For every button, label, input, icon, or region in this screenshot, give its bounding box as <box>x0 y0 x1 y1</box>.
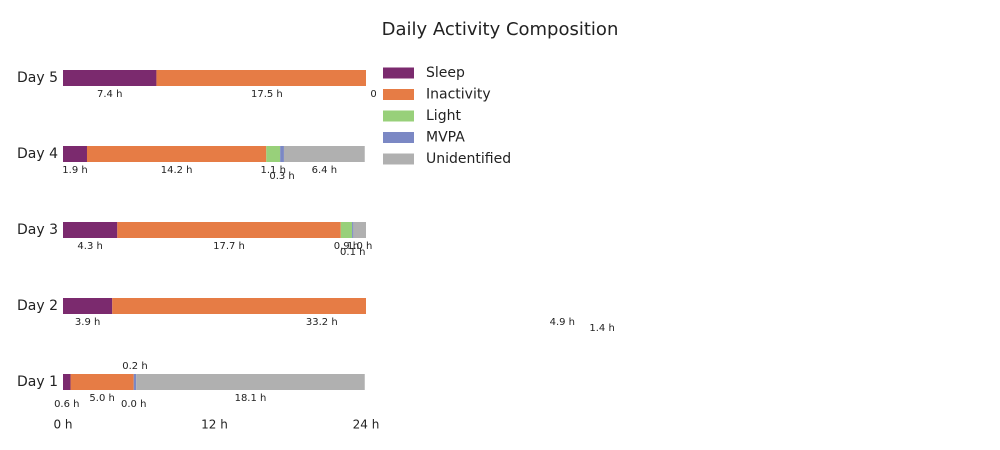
y-tick-label: Day 5 <box>17 70 58 86</box>
bar-segment <box>283 146 365 162</box>
y-tick-label: Day 2 <box>17 298 58 314</box>
bar-segment <box>352 222 354 238</box>
bar-segment <box>136 374 365 390</box>
value-label: 1.4 h <box>589 323 614 334</box>
value-label: 0.2 h <box>122 361 147 372</box>
legend-label: Unidentified <box>426 151 511 167</box>
bar-segment <box>593 298 611 314</box>
value-label: 7.4 h <box>97 89 122 100</box>
value-label: 1.0 h <box>347 241 372 252</box>
chart-title: Daily Activity Composition <box>382 19 619 40</box>
value-label: 0.3 h <box>269 171 294 182</box>
value-label: 5.0 h <box>89 393 114 404</box>
bar-segment <box>63 146 87 162</box>
legend-swatch <box>383 132 414 143</box>
legend-label: MVPA <box>426 130 465 146</box>
legend-swatch <box>383 110 414 122</box>
value-label: 14.2 h <box>161 165 193 176</box>
legend-swatch <box>383 89 414 100</box>
value-label: 0.9 h <box>334 241 359 252</box>
value-label: 6.4 h <box>312 165 337 176</box>
value-label: 17.5 h <box>251 89 283 100</box>
bar-segment <box>531 298 593 314</box>
legend-label: Light <box>426 108 461 124</box>
bar-segment <box>340 222 353 238</box>
bar-segment <box>70 374 134 390</box>
y-tick-label: Day 4 <box>17 146 58 162</box>
bar-segment <box>63 222 118 238</box>
bar-segment <box>156 70 366 86</box>
value-label: 1.9 h <box>62 165 87 176</box>
value-label: 33.2 h <box>306 317 338 328</box>
value-label: 17.7 h <box>213 241 245 252</box>
value-label: 0.0 h <box>121 399 146 410</box>
legend: Sleep Inactivity Light MVPA Unidentified <box>376 60 511 172</box>
x-tick-label: 0 h <box>53 418 72 432</box>
bar-segment <box>280 146 284 162</box>
x-tick-label: 24 h <box>353 418 380 432</box>
y-tick-label: Day 1 <box>17 374 58 390</box>
legend-label: Inactivity <box>426 87 491 103</box>
bar-segment <box>63 298 113 314</box>
legend-label: Sleep <box>426 65 465 81</box>
bar-segment <box>353 222 366 238</box>
value-labels: 0.6 h 5.0 h 0.0 h 0.2 h 18.1 h 3.9 h 33.2 h 4.9… <box>54 89 615 410</box>
x-tick-label: 12 h <box>201 418 228 432</box>
bar-segment <box>117 222 341 238</box>
legend-swatch <box>383 153 414 165</box>
bar-segment <box>63 374 71 390</box>
bars <box>63 70 611 390</box>
y-tick-label: Day 3 <box>17 222 58 238</box>
value-label: 3.9 h <box>75 317 100 328</box>
value-label: 4.9 h <box>550 317 575 328</box>
value-label: 1.1 h <box>260 165 285 176</box>
bar-segment <box>86 146 267 162</box>
bar-segment <box>133 374 137 390</box>
value-label: 0.1 h <box>340 247 365 258</box>
bar-segment <box>266 146 281 162</box>
bar-segment <box>63 70 157 86</box>
value-label: 0.6 h <box>54 399 79 410</box>
value-label: 4.3 h <box>77 241 102 252</box>
legend-swatch <box>383 67 414 79</box>
bar-segment <box>112 298 366 314</box>
value-label: 18.1 h <box>235 393 267 404</box>
